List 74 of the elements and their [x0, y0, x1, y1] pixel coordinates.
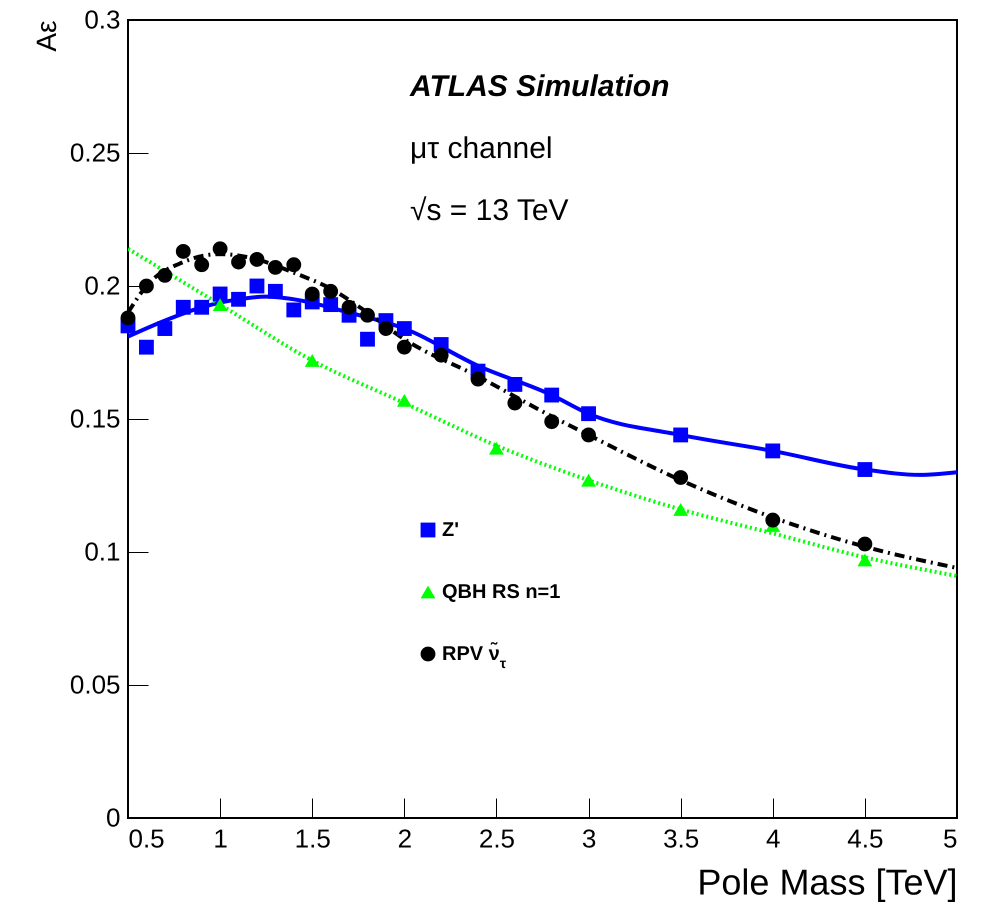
point — [286, 302, 302, 318]
point — [212, 298, 228, 312]
point — [378, 321, 394, 336]
point — [342, 300, 356, 315]
point — [250, 252, 264, 267]
point — [286, 257, 302, 272]
y-tick-label: 0.2 — [84, 270, 120, 300]
annotation: μτ channel — [410, 132, 553, 165]
point — [194, 300, 210, 315]
x-tick-label: 3 — [582, 824, 596, 854]
y-tick-label: 0.3 — [84, 4, 120, 34]
y-tick-label: 0.15 — [70, 404, 120, 434]
point — [507, 377, 522, 392]
point — [157, 268, 172, 283]
y-tick-label: 0.1 — [84, 536, 120, 566]
y-axis-title: Aε — [30, 20, 62, 52]
legend-label: Z' — [442, 519, 459, 541]
point — [544, 388, 560, 402]
point — [673, 428, 688, 442]
point — [304, 354, 320, 367]
point — [396, 394, 412, 407]
point — [673, 503, 688, 516]
point — [120, 310, 136, 326]
x-tick-label: 1.5 — [294, 824, 331, 854]
point — [176, 244, 191, 259]
x-tick-label: 4.5 — [847, 824, 884, 854]
point — [231, 292, 246, 307]
point — [396, 340, 412, 355]
x-axis-title: Pole Mass [TeV] — [697, 862, 958, 902]
annotation: ATLAS Simulation — [409, 70, 670, 103]
legend-label: RPV ν̃$_{τ}$ — [442, 642, 507, 671]
point — [857, 554, 872, 566]
point — [489, 442, 504, 455]
point — [157, 321, 172, 336]
point — [581, 474, 596, 487]
x-tick-label: 1 — [213, 824, 228, 854]
annotation: √s = 13 TeV — [410, 194, 569, 227]
point — [581, 406, 596, 422]
point — [581, 428, 596, 442]
point — [857, 462, 872, 477]
point — [194, 257, 210, 272]
point — [360, 332, 375, 347]
point — [250, 278, 264, 294]
x-tick-label: 2 — [398, 824, 412, 854]
x-tick-label: 2.5 — [478, 824, 516, 854]
point — [360, 308, 375, 323]
point — [323, 284, 338, 299]
x-tick-label: 0.5 — [128, 824, 165, 854]
point — [857, 536, 872, 552]
point — [470, 372, 486, 386]
point — [268, 260, 283, 275]
legend-label: QBH RS n=1 — [442, 581, 560, 603]
point — [544, 414, 560, 430]
y-tick-label: 0 — [106, 802, 120, 832]
point — [673, 470, 688, 485]
point — [434, 348, 449, 363]
x-tick-label: 5 — [943, 824, 958, 854]
point — [176, 300, 191, 315]
x-tick-label: 4 — [766, 824, 781, 854]
y-tick-label: 0.05 — [70, 670, 120, 700]
point — [507, 396, 522, 410]
point — [765, 444, 780, 458]
point — [304, 286, 320, 302]
point — [765, 512, 780, 528]
point — [212, 241, 228, 256]
point — [231, 254, 246, 270]
point — [139, 340, 154, 355]
point — [396, 321, 412, 336]
point — [323, 297, 338, 312]
point — [268, 284, 283, 299]
point — [139, 278, 154, 294]
point — [212, 286, 228, 302]
x-tick-label: 3.5 — [663, 824, 700, 854]
y-tick-label: 0.25 — [70, 138, 120, 168]
